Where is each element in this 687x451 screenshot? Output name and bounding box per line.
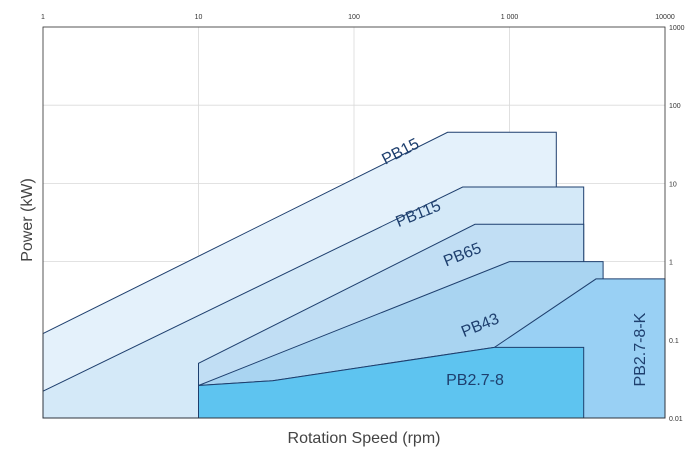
plot-frame bbox=[42, 26, 666, 419]
x-tick-label: 10 bbox=[195, 14, 203, 21]
x-tick-label: 1 000 bbox=[501, 14, 519, 21]
y-tick-label: 100 bbox=[669, 103, 681, 110]
y-tick-label: 1 bbox=[669, 260, 673, 267]
x-tick-label: 100 bbox=[348, 14, 360, 21]
series-label: PB2.7-8 bbox=[446, 372, 504, 389]
y-tick-label: 10 bbox=[669, 181, 677, 188]
y-tick-label: 0.1 bbox=[669, 338, 679, 345]
x-tick-label: 10000 bbox=[655, 14, 675, 21]
y-axis-title: Power (kW) bbox=[19, 178, 36, 262]
tick-labels: 1 10 100 1 000 10000 1000 100 10 1 0.1 0.01 bbox=[41, 14, 685, 423]
x-axis-title: Rotation Speed (rpm) bbox=[288, 430, 441, 447]
series-label: PB2.7-8-K bbox=[632, 312, 649, 386]
y-tick-label: 0.01 bbox=[669, 416, 683, 423]
x-tick-label: 1 bbox=[41, 14, 45, 21]
y-tick-label: 1000 bbox=[669, 25, 685, 32]
